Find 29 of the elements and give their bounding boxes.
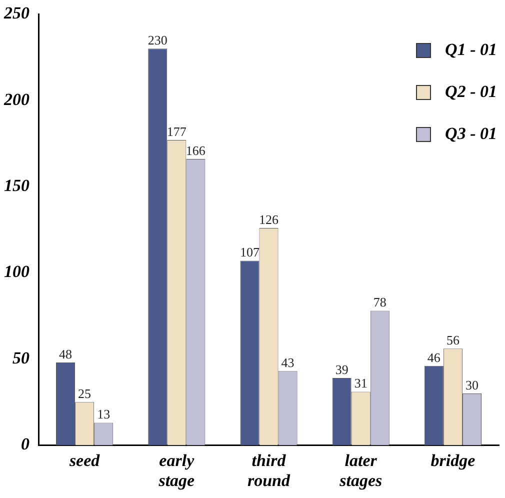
y-tick-label: 250 (3, 4, 30, 23)
data-label: 46 (427, 350, 441, 365)
data-label: 56 (446, 332, 460, 348)
x-tick-label: third round (247, 450, 291, 490)
y-tick-label: 0 (21, 434, 30, 454)
y-tick-label: 150 (4, 176, 30, 195)
legend-label: Q3 - 01 (445, 124, 497, 144)
data-label: 13 (97, 406, 110, 422)
y-tick-label: 100 (4, 262, 30, 282)
legend-label: Q1 - 01 (445, 40, 497, 60)
legend-label: Q2 - 01 (445, 82, 497, 102)
data-label: 177 (166, 124, 187, 139)
x-tick-label: bridge (430, 450, 476, 470)
data-label: 126 (259, 212, 279, 227)
data-label: 166 (186, 142, 206, 158)
data-label: 31 (354, 376, 368, 391)
y-tick-label: 50 (12, 348, 30, 368)
data-label: 78 (373, 294, 386, 310)
data-label: 107 (240, 244, 260, 260)
data-label: 30 (465, 377, 478, 392)
x-tick-label: seed (68, 450, 100, 470)
data-label: 39 (335, 362, 348, 377)
data-label: 43 (281, 354, 294, 370)
data-label: 48 (59, 346, 72, 362)
y-tick-label: 200 (3, 90, 30, 109)
x-tick-label: later stages (338, 450, 382, 490)
data-label: 25 (78, 386, 92, 402)
x-tick-label: early stage (158, 450, 196, 490)
data-label: 230 (148, 32, 168, 48)
